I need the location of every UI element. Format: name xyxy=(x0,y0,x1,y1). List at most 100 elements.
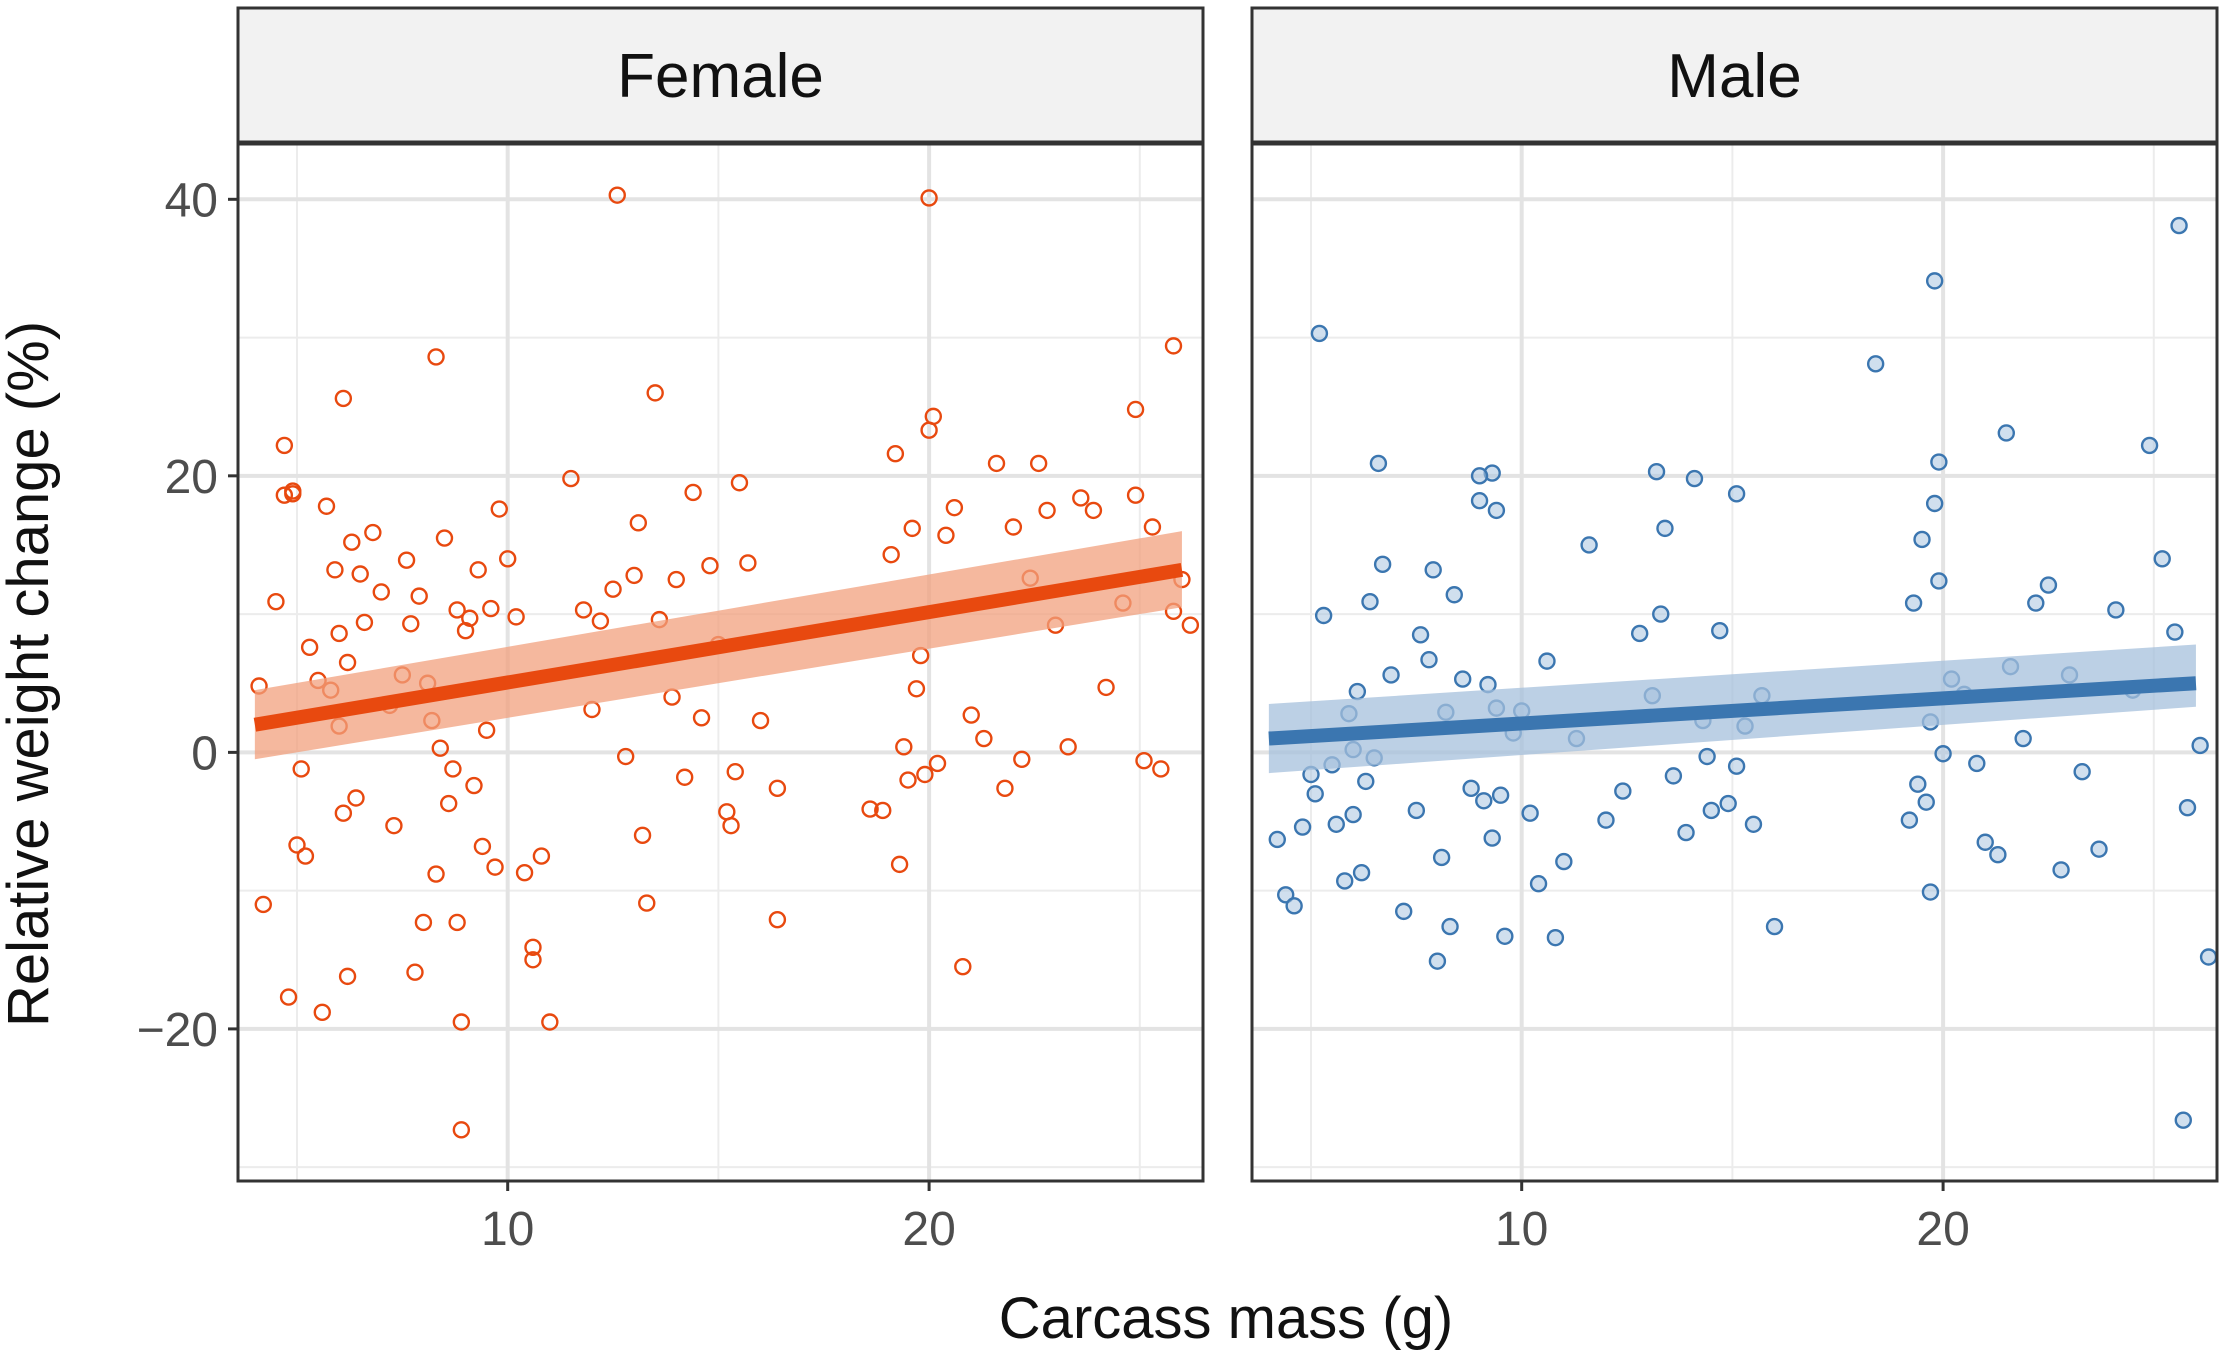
data-point xyxy=(574,601,593,619)
panel-border xyxy=(1250,142,2219,1183)
data-point xyxy=(1475,792,1493,810)
data-point xyxy=(1126,486,1145,504)
data-point xyxy=(1930,572,1948,590)
data-point xyxy=(275,486,294,504)
data-point xyxy=(1407,801,1426,820)
data-point xyxy=(279,988,298,1006)
data-point xyxy=(1432,848,1451,867)
data-point xyxy=(1483,829,1501,847)
data-point xyxy=(1913,530,1931,549)
data-point xyxy=(975,729,993,748)
data-point xyxy=(2090,840,2108,858)
data-point xyxy=(1496,927,1514,945)
data-point xyxy=(1925,494,1944,513)
data-point xyxy=(675,768,694,786)
data-point xyxy=(1989,845,2007,864)
data-point xyxy=(461,609,479,627)
data-point xyxy=(1711,621,1729,640)
data-point xyxy=(410,587,428,605)
data-point xyxy=(515,863,534,882)
data-point xyxy=(1268,830,1286,849)
data-point xyxy=(1441,917,1459,936)
facet-label: Female xyxy=(617,42,824,111)
data-point xyxy=(477,721,496,739)
data-point xyxy=(1470,467,1489,485)
y-axis-title: Relative weight change (%) xyxy=(0,321,61,1027)
data-point xyxy=(920,189,938,207)
data-point xyxy=(924,407,943,426)
panel-male: Male xyxy=(1250,6,2219,1183)
data-point xyxy=(1656,519,1674,538)
data-point xyxy=(448,913,466,932)
data-point xyxy=(895,738,913,756)
data-point xyxy=(452,1013,471,1031)
data-point xyxy=(452,1121,471,1139)
data-point xyxy=(406,963,424,981)
data-point xyxy=(284,482,302,500)
data-point xyxy=(899,771,917,789)
data-point xyxy=(1538,652,1556,670)
data-point xyxy=(372,583,390,601)
data-point xyxy=(1395,902,1413,921)
data-point xyxy=(364,523,382,542)
data-point xyxy=(1285,897,1303,915)
data-point xyxy=(1727,485,1746,503)
data-point xyxy=(730,474,749,492)
data-point xyxy=(397,551,416,569)
data-point xyxy=(882,545,900,564)
data-point xyxy=(954,957,972,976)
data-point xyxy=(296,847,315,865)
data-point xyxy=(890,855,909,874)
data-point xyxy=(1072,489,1090,507)
data-point xyxy=(338,653,357,672)
data-point xyxy=(916,765,934,784)
data-point xyxy=(1314,606,1333,625)
data-point xyxy=(1084,501,1103,520)
data-point xyxy=(739,554,757,572)
data-point xyxy=(1491,786,1510,804)
data-point xyxy=(2039,576,2058,594)
data-point xyxy=(1038,501,1056,520)
data-point xyxy=(524,951,542,969)
data-point xyxy=(629,514,648,532)
data-point xyxy=(1909,775,1927,793)
data-point xyxy=(343,533,361,551)
data-point xyxy=(313,1003,331,1022)
y-tick-label: −20 xyxy=(137,1004,218,1057)
data-point xyxy=(292,760,310,778)
panels: Female Male xyxy=(236,6,2219,1183)
data-point xyxy=(431,739,449,757)
data-point xyxy=(1698,747,1716,766)
data-point xyxy=(275,436,294,455)
data-point xyxy=(646,384,664,402)
data-point xyxy=(1348,682,1367,701)
data-point xyxy=(1487,501,1506,520)
data-point xyxy=(482,599,500,618)
data-point xyxy=(1470,492,1489,510)
data-point xyxy=(1306,785,1324,803)
data-point xyxy=(937,526,955,544)
data-point xyxy=(2178,798,2197,817)
trend-line xyxy=(1268,676,2197,746)
data-point xyxy=(1411,626,1430,644)
data-point xyxy=(1445,586,1463,604)
data-point xyxy=(2027,594,2045,612)
data-point xyxy=(907,680,926,698)
data-point xyxy=(1013,750,1031,768)
data-point xyxy=(1744,815,1763,833)
data-point xyxy=(524,938,542,957)
data-point xyxy=(2191,736,2209,755)
x-tick-label: 10 xyxy=(1495,1203,1548,1256)
data-point xyxy=(1719,794,1737,813)
data-point xyxy=(2153,550,2171,568)
data-point xyxy=(861,800,879,818)
data-point xyxy=(1293,818,1312,836)
data-point xyxy=(722,816,740,835)
data-point xyxy=(1976,833,1994,851)
data-point xyxy=(1647,462,1666,481)
data-point xyxy=(667,570,685,589)
data-point xyxy=(1369,454,1388,473)
data-point xyxy=(1685,469,1704,488)
data-point xyxy=(1904,594,1923,612)
data-point xyxy=(490,500,508,518)
